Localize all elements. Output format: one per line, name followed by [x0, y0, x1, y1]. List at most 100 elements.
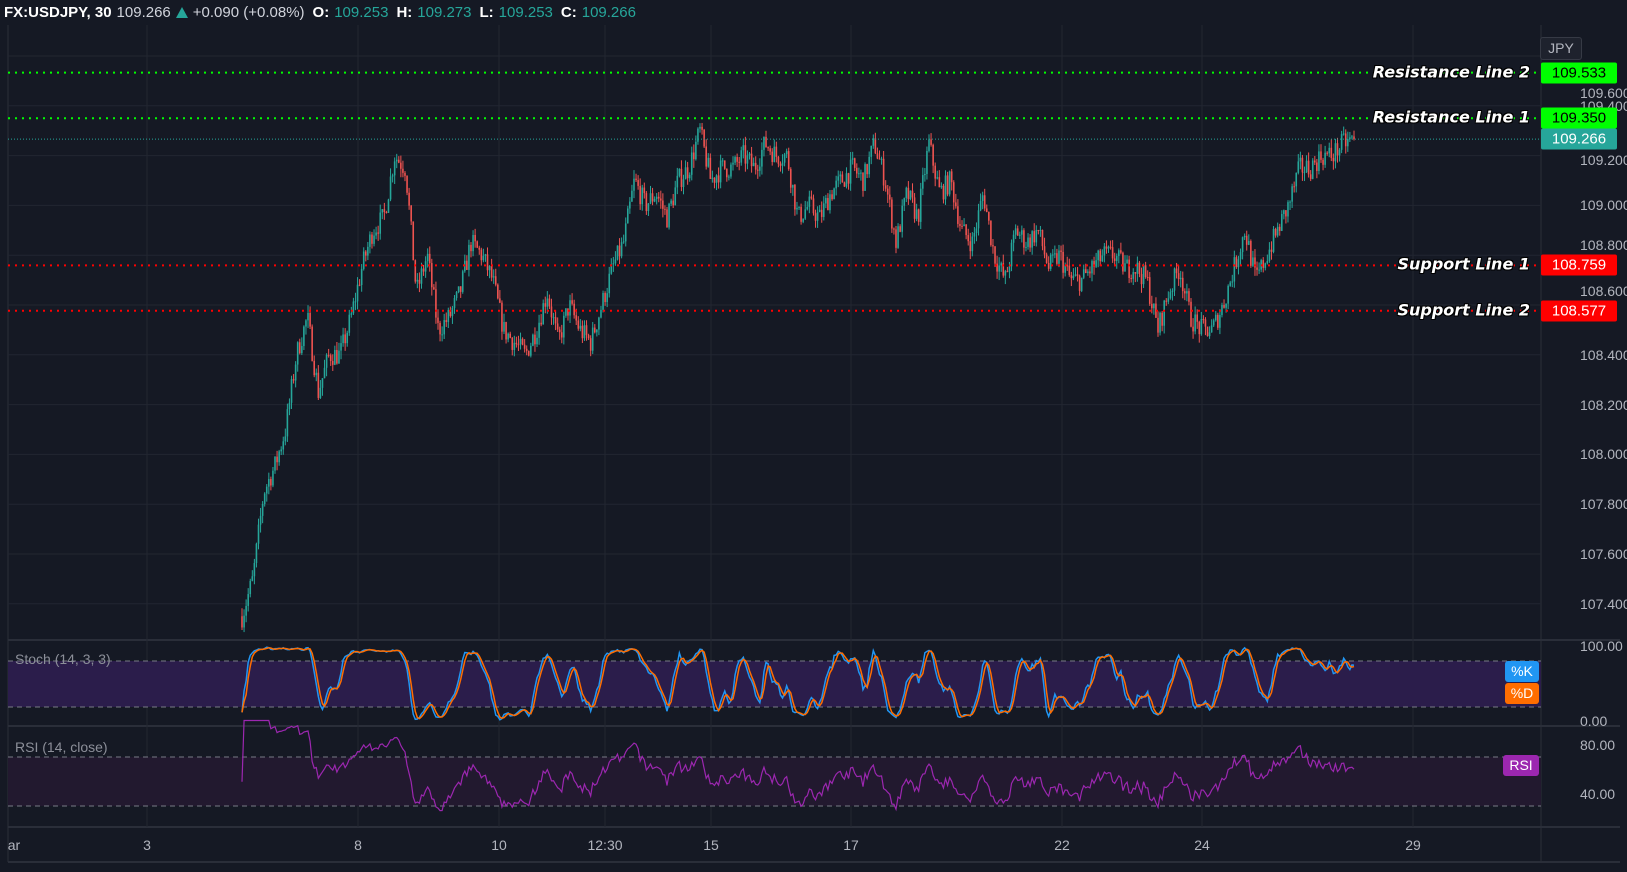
candle-body	[901, 205, 903, 232]
candle-body	[280, 449, 282, 452]
candle-body	[321, 378, 324, 388]
price-tick: 109.000	[1580, 197, 1627, 214]
candle-body	[820, 209, 823, 217]
candle-body	[855, 167, 858, 174]
candle-body	[866, 164, 868, 175]
candle-body	[882, 158, 885, 186]
candle-body	[715, 175, 718, 183]
candle-body	[1037, 229, 1040, 231]
candle-body	[327, 354, 330, 356]
candle-body	[1054, 253, 1056, 255]
candle-body	[759, 166, 761, 171]
candle-body	[492, 276, 495, 278]
candle-body	[1225, 303, 1227, 308]
candle-body	[591, 327, 594, 351]
candle-body	[891, 199, 893, 229]
candle-body	[678, 168, 681, 176]
candle-body	[556, 323, 559, 330]
candle-body	[942, 185, 945, 200]
candle-body	[466, 260, 468, 270]
candle-body	[695, 141, 697, 160]
candle-body	[422, 268, 425, 272]
candle-body	[1353, 136, 1355, 140]
candle-body	[284, 436, 287, 442]
candle-body	[1295, 172, 1298, 187]
high-value: 109.273	[417, 3, 472, 21]
candle-body	[453, 297, 456, 308]
candle-body	[767, 147, 769, 149]
candle-body	[338, 350, 340, 364]
candle-body	[1082, 269, 1085, 278]
candle-body	[608, 273, 611, 294]
candle-body	[1099, 250, 1102, 262]
candle-body	[1245, 235, 1248, 245]
candle-body	[804, 209, 807, 219]
candle-body	[792, 184, 794, 188]
candle-body	[323, 367, 326, 379]
candle-body	[490, 266, 493, 278]
candle-body	[649, 193, 652, 204]
candle-body	[963, 224, 965, 227]
candle-body	[1093, 261, 1095, 267]
candle-body	[596, 329, 598, 333]
candle-body	[583, 325, 586, 339]
candle-body	[1035, 229, 1038, 243]
candle-body	[771, 151, 774, 162]
candle-body	[992, 245, 994, 247]
candle-body	[682, 179, 685, 188]
candle-body	[666, 209, 668, 228]
candle-body	[1204, 319, 1207, 327]
level-price-label: 108.759	[1541, 254, 1617, 276]
candle-body	[1025, 246, 1027, 248]
candle-body	[468, 244, 470, 270]
candle-body	[651, 193, 654, 202]
candle-body	[773, 146, 776, 162]
candle-body	[849, 159, 852, 184]
candle-body	[480, 249, 483, 261]
candle-body	[1074, 274, 1077, 276]
candle-body	[775, 146, 778, 157]
currency-button[interactable]: JPY	[1540, 37, 1582, 60]
candle-body	[418, 279, 421, 284]
candle-body	[1351, 136, 1353, 138]
candle-body	[1262, 260, 1265, 268]
candle-body	[1142, 265, 1145, 285]
candle-body	[249, 580, 252, 595]
candle-body	[606, 293, 608, 303]
candle-body	[288, 402, 291, 410]
candle-body	[301, 346, 303, 354]
symbol-title[interactable]: FX:USDJPY, 30	[4, 3, 112, 21]
candle-body	[251, 576, 254, 581]
stoch-label[interactable]: Stoch (14, 3, 3)	[15, 651, 111, 667]
candle-body	[1136, 262, 1139, 274]
candle-body	[412, 221, 415, 261]
candle-body	[346, 332, 349, 344]
price-tick: 107.800	[1580, 496, 1627, 513]
level-name: Support Line 1	[1397, 254, 1530, 274]
candle-body	[472, 234, 474, 252]
candle-body	[340, 343, 342, 351]
candle-body	[1113, 258, 1116, 261]
candle-body	[924, 173, 926, 176]
candle-body	[274, 456, 276, 471]
candle-body	[641, 187, 644, 205]
candle-body	[1347, 138, 1349, 147]
candle-body	[1196, 314, 1199, 322]
price-change: +0.090 (+0.08%)	[192, 3, 305, 21]
candle-body	[985, 208, 988, 212]
candle-body	[393, 161, 396, 176]
candle-body	[965, 224, 967, 236]
candle-body	[369, 234, 371, 247]
rsi-label[interactable]: RSI (14, close)	[15, 739, 108, 755]
candle-body	[1039, 229, 1042, 231]
candle-body	[959, 223, 961, 226]
candle-body	[816, 212, 819, 221]
candle-body	[1221, 305, 1223, 316]
level-name: Resistance Line 1	[1372, 107, 1530, 127]
candle-body	[550, 306, 553, 318]
candle-body	[971, 236, 974, 252]
candle-body	[742, 145, 745, 151]
candle-body	[1309, 174, 1312, 179]
candle-body	[1095, 260, 1097, 267]
